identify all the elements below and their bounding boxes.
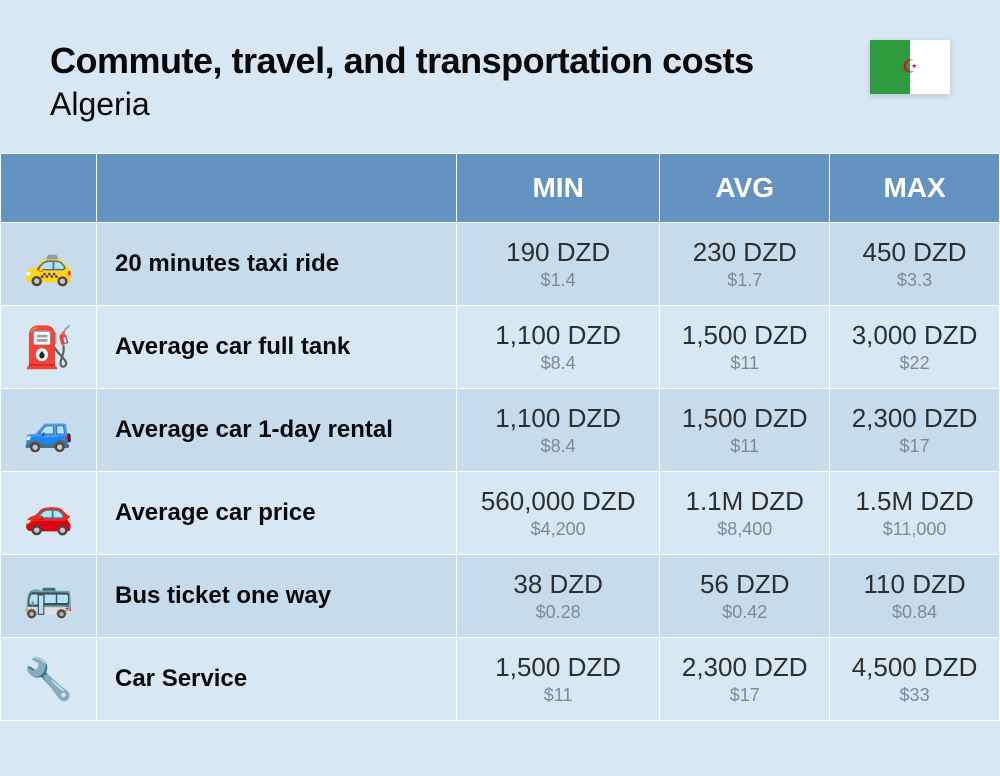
header-text: Commute, travel, and transportation cost…: [50, 40, 754, 123]
bus-icon: 🚌: [1, 555, 97, 638]
value-local: 1.1M DZD: [670, 486, 819, 517]
cell-min: 1,500 DZD$11: [457, 638, 660, 721]
cell-avg: 1,500 DZD$11: [660, 389, 830, 472]
value-usd: $3.3: [840, 270, 989, 291]
cost-table: MIN AVG MAX 🚕20 minutes taxi ride190 DZD…: [0, 153, 1000, 721]
cell-avg: 1,500 DZD$11: [660, 306, 830, 389]
cell-min: 38 DZD$0.28: [457, 555, 660, 638]
value-usd: $11: [670, 436, 819, 457]
cell-max: 4,500 DZD$33: [830, 638, 1000, 721]
value-usd: $0.84: [840, 602, 989, 623]
value-local: 110 DZD: [840, 569, 989, 600]
cell-max: 3,000 DZD$22: [830, 306, 1000, 389]
header-min: MIN: [457, 154, 660, 223]
value-local: 1,500 DZD: [670, 403, 819, 434]
table-row: 🚙Average car 1-day rental1,100 DZD$8.41,…: [1, 389, 1000, 472]
header: Commute, travel, and transportation cost…: [0, 0, 1000, 153]
value-local: 38 DZD: [467, 569, 649, 600]
cell-min: 560,000 DZD$4,200: [457, 472, 660, 555]
value-usd: $33: [840, 685, 989, 706]
cell-max: 2,300 DZD$17: [830, 389, 1000, 472]
cell-max: 1.5M DZD$11,000: [830, 472, 1000, 555]
value-local: 4,500 DZD: [840, 652, 989, 683]
cell-min: 1,100 DZD$8.4: [457, 389, 660, 472]
header-avg: AVG: [660, 154, 830, 223]
value-local: 2,300 DZD: [670, 652, 819, 683]
table-row: 🚕20 minutes taxi ride190 DZD$1.4230 DZD$…: [1, 223, 1000, 306]
value-local: 1,100 DZD: [467, 403, 649, 434]
cost-table-wrap: MIN AVG MAX 🚕20 minutes taxi ride190 DZD…: [0, 153, 1000, 721]
value-local: 230 DZD: [670, 237, 819, 268]
value-usd: $17: [840, 436, 989, 457]
cell-max: 110 DZD$0.84: [830, 555, 1000, 638]
value-usd: $4,200: [467, 519, 649, 540]
car-icon: 🚗: [1, 472, 97, 555]
row-label: Average car price: [97, 472, 457, 555]
value-usd: $1.4: [467, 270, 649, 291]
value-usd: $11: [670, 353, 819, 374]
row-label: Average car 1-day rental: [97, 389, 457, 472]
value-usd: $8.4: [467, 353, 649, 374]
table-row: 🔧Car Service1,500 DZD$112,300 DZD$174,50…: [1, 638, 1000, 721]
value-usd: $22: [840, 353, 989, 374]
table-row: 🚗Average car price560,000 DZD$4,2001.1M …: [1, 472, 1000, 555]
value-local: 3,000 DZD: [840, 320, 989, 351]
cell-min: 190 DZD$1.4: [457, 223, 660, 306]
table-row: ⛽Average car full tank1,100 DZD$8.41,500…: [1, 306, 1000, 389]
cell-avg: 230 DZD$1.7: [660, 223, 830, 306]
value-local: 56 DZD: [670, 569, 819, 600]
row-label: Bus ticket one way: [97, 555, 457, 638]
country-flag: ☪: [870, 40, 950, 94]
row-label: Car Service: [97, 638, 457, 721]
header-label-col: [97, 154, 457, 223]
value-local: 1.5M DZD: [840, 486, 989, 517]
value-usd: $17: [670, 685, 819, 706]
wrench-icon: 🔧: [1, 638, 97, 721]
flag-right-stripe: ☪: [910, 40, 950, 94]
page-title: Commute, travel, and transportation cost…: [50, 40, 754, 82]
value-local: 1,100 DZD: [467, 320, 649, 351]
table-header: MIN AVG MAX: [1, 154, 1000, 223]
value-usd: $8,400: [670, 519, 819, 540]
value-local: 450 DZD: [840, 237, 989, 268]
cell-min: 1,100 DZD$8.4: [457, 306, 660, 389]
cell-avg: 56 DZD$0.42: [660, 555, 830, 638]
value-usd: $11: [467, 685, 649, 706]
header-icon-col: [1, 154, 97, 223]
cell-avg: 1.1M DZD$8,400: [660, 472, 830, 555]
country-name: Algeria: [50, 86, 754, 123]
value-usd: $0.28: [467, 602, 649, 623]
value-usd: $11,000: [840, 519, 989, 540]
value-usd: $0.42: [670, 602, 819, 623]
flag-emblem-icon: ☪: [902, 57, 918, 78]
value-usd: $8.4: [467, 436, 649, 457]
value-usd: $1.7: [670, 270, 819, 291]
car-rental-icon: 🚙: [1, 389, 97, 472]
cell-max: 450 DZD$3.3: [830, 223, 1000, 306]
row-label: Average car full tank: [97, 306, 457, 389]
row-label: 20 minutes taxi ride: [97, 223, 457, 306]
cell-avg: 2,300 DZD$17: [660, 638, 830, 721]
table-body: 🚕20 minutes taxi ride190 DZD$1.4230 DZD$…: [1, 223, 1000, 721]
fuel-pump-icon: ⛽: [1, 306, 97, 389]
table-row: 🚌Bus ticket one way38 DZD$0.2856 DZD$0.4…: [1, 555, 1000, 638]
value-local: 2,300 DZD: [840, 403, 989, 434]
header-max: MAX: [830, 154, 1000, 223]
value-local: 1,500 DZD: [670, 320, 819, 351]
value-local: 1,500 DZD: [467, 652, 649, 683]
value-local: 560,000 DZD: [467, 486, 649, 517]
value-local: 190 DZD: [467, 237, 649, 268]
taxi-icon: 🚕: [1, 223, 97, 306]
